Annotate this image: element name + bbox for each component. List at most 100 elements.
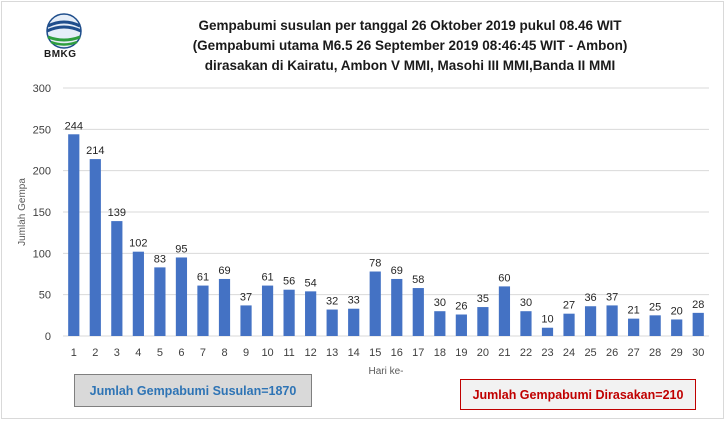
- x-tick-label: 12: [305, 347, 317, 359]
- bar: [541, 327, 554, 336]
- x-tick-label: 14: [348, 347, 360, 359]
- data-label: 32: [326, 296, 338, 308]
- data-label: 33: [348, 295, 360, 307]
- x-tick-label: 1: [71, 347, 77, 359]
- x-tick-label: 6: [178, 347, 184, 359]
- data-label: 26: [455, 301, 467, 313]
- x-tick-label: 7: [200, 347, 206, 359]
- data-label: 214: [86, 145, 104, 157]
- bar: [132, 251, 144, 336]
- x-tick-label: 2: [92, 347, 98, 359]
- x-tick-label: 5: [157, 347, 163, 359]
- bar: [218, 278, 231, 336]
- x-tick-label: 17: [412, 347, 424, 359]
- bar: [412, 288, 424, 336]
- bar: [326, 309, 338, 336]
- x-tick-label: 10: [261, 347, 273, 359]
- x-tick-label: 8: [221, 347, 227, 359]
- y-tick-label: 300: [33, 83, 51, 95]
- data-label: 61: [261, 272, 273, 284]
- total-aftershocks-box: Jumlah Gempabumi Susulan=1870: [74, 374, 312, 407]
- data-label: 30: [520, 297, 532, 309]
- y-tick-label: 150: [33, 207, 51, 219]
- bar: [498, 286, 511, 336]
- data-label: 69: [391, 265, 403, 277]
- data-label: 36: [584, 292, 596, 304]
- title-line-2: (Gempabumi utama M6.5 26 September 2019 …: [192, 38, 628, 53]
- x-tick-label: 18: [434, 347, 446, 359]
- data-label: 69: [218, 265, 230, 277]
- x-tick-label: 28: [649, 347, 661, 359]
- data-label: 83: [154, 253, 166, 265]
- bar: [477, 307, 489, 336]
- bar: [606, 305, 618, 336]
- data-label: 139: [108, 207, 126, 219]
- bar: [283, 289, 295, 336]
- x-tick-label: 24: [563, 347, 575, 359]
- x-tick-label: 25: [584, 347, 596, 359]
- x-tick-label: 16: [391, 347, 403, 359]
- data-label: 37: [240, 291, 252, 303]
- x-tick-label: 19: [455, 347, 467, 359]
- y-tick-label: 200: [33, 166, 51, 178]
- x-tick-label: 30: [692, 347, 704, 359]
- data-label: 35: [477, 293, 489, 305]
- bmkg-logo-text: BMKG: [44, 49, 77, 60]
- data-label: 95: [175, 243, 187, 255]
- felt-earthquakes-box: Jumlah Gempabumi Dirasakan=210: [460, 379, 696, 410]
- bar: [89, 159, 101, 336]
- y-axis-title: Jumlah Gempa: [17, 178, 28, 246]
- y-tick-label: 50: [39, 290, 51, 302]
- data-label: 21: [628, 305, 640, 317]
- x-tick-label: 26: [606, 347, 618, 359]
- x-tick-label: 22: [520, 347, 532, 359]
- data-label: 20: [671, 305, 683, 317]
- bar: [563, 313, 575, 336]
- x-tick-label: 3: [114, 347, 120, 359]
- bmkg-logo-icon: [46, 13, 82, 49]
- x-tick-label: 23: [541, 347, 553, 359]
- bar: [628, 318, 640, 336]
- data-label: 61: [197, 272, 209, 284]
- data-label: 58: [412, 274, 424, 286]
- x-tick-label: 15: [369, 347, 381, 359]
- bar: [584, 306, 597, 336]
- bar: [68, 134, 80, 336]
- bar: [369, 271, 381, 336]
- data-label: 56: [283, 276, 295, 288]
- data-label: 25: [649, 301, 661, 313]
- data-label: 78: [369, 258, 381, 270]
- data-label: 54: [305, 277, 317, 289]
- x-tick-label: 21: [498, 347, 510, 359]
- data-label: 10: [541, 314, 553, 326]
- bar: [348, 308, 360, 336]
- x-tick-label: 13: [326, 347, 338, 359]
- title-line-3: dirasakan di Kairatu, Ambon V MMI, Masoh…: [204, 58, 616, 73]
- x-axis-title: Hari ke-: [368, 366, 403, 377]
- bar: [240, 305, 252, 336]
- x-tick-label: 20: [477, 347, 489, 359]
- x-tick-label: 9: [243, 347, 249, 359]
- bar: [197, 285, 209, 336]
- y-tick-label: 250: [33, 124, 51, 136]
- chart-title: Gempabumi susulan per tanggal 26 Oktober…: [140, 16, 680, 76]
- data-label: 37: [606, 291, 618, 303]
- x-tick-label: 4: [135, 347, 141, 359]
- y-tick-label: 100: [33, 248, 51, 260]
- bar: [434, 311, 446, 336]
- data-label: 28: [692, 299, 704, 311]
- bar: [692, 312, 704, 336]
- bar: [175, 257, 188, 336]
- bar: [305, 291, 317, 336]
- data-label: 102: [129, 238, 147, 250]
- bar: [671, 319, 683, 336]
- bar: [154, 267, 166, 336]
- data-label: 30: [434, 297, 446, 309]
- bmkg-logo: [36, 12, 92, 64]
- bar: [520, 311, 532, 336]
- bar: [111, 221, 123, 336]
- bar: [391, 278, 403, 336]
- data-label: 60: [498, 272, 510, 284]
- x-tick-label: 27: [628, 347, 640, 359]
